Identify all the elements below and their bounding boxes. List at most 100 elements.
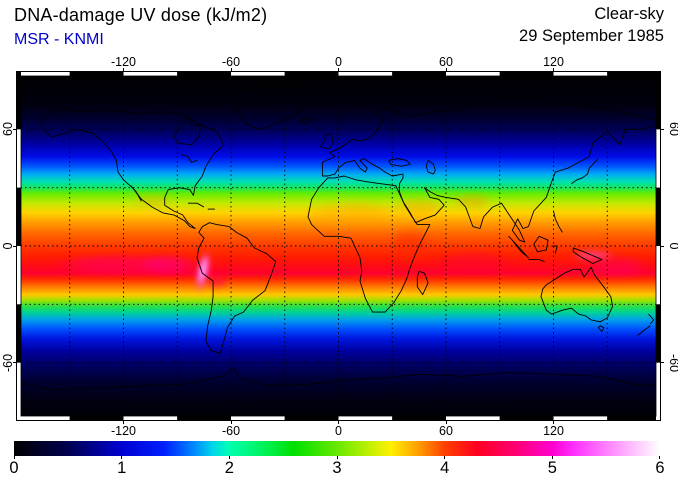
map-frame-segment bbox=[656, 304, 661, 363]
map-frame-segment bbox=[656, 71, 661, 130]
coastline bbox=[597, 325, 605, 333]
coastline bbox=[553, 210, 563, 233]
colorbar-tick bbox=[658, 456, 660, 459]
coastline bbox=[230, 84, 305, 130]
colorbar-tick-label: 0 bbox=[9, 459, 19, 477]
uv-anomaly-pacific-magenta-band bbox=[29, 249, 210, 278]
lon-axis-tick bbox=[338, 421, 339, 424]
lon-axis-tick bbox=[445, 421, 447, 424]
map-frame-segment bbox=[16, 416, 70, 421]
coastline bbox=[637, 325, 651, 336]
map-frame-segment bbox=[446, 71, 500, 76]
map-frame-segment bbox=[392, 71, 446, 76]
map-frame-segment bbox=[16, 246, 21, 305]
map-frame-segment bbox=[446, 416, 500, 421]
sky-condition-label: Clear-sky bbox=[594, 5, 664, 23]
colorbar-tick-label: 2 bbox=[224, 459, 234, 477]
lon-axis-tick bbox=[123, 421, 124, 424]
map-frame-segment bbox=[16, 304, 21, 363]
map-frame-segment bbox=[656, 129, 661, 188]
right-latitude-axis: 60 0 -60 bbox=[661, 71, 678, 421]
colorbar-tick bbox=[336, 456, 338, 459]
lat-axis-tick bbox=[661, 245, 664, 247]
colorbar-tick bbox=[551, 456, 553, 459]
lon-tick-label: -60 bbox=[221, 424, 241, 438]
coastline bbox=[298, 117, 314, 124]
colorbar-tick bbox=[228, 456, 230, 459]
colorbar-tick bbox=[444, 456, 446, 459]
map-frame-segment bbox=[338, 71, 393, 76]
lon-axis-tick bbox=[445, 68, 447, 71]
lon-tick-label: 0 bbox=[335, 424, 342, 438]
lat-axis-tick bbox=[661, 128, 664, 130]
colorbar-tick-label: 5 bbox=[547, 459, 557, 477]
uv-anomaly-altiplano-blob bbox=[201, 271, 232, 291]
lon-tick-label: 60 bbox=[439, 424, 453, 438]
lon-axis-tick bbox=[338, 68, 339, 71]
colorbar-tick bbox=[14, 456, 15, 459]
coastline bbox=[425, 159, 436, 175]
map-frame-segment bbox=[16, 71, 70, 76]
colorbar-tick-label: 6 bbox=[655, 459, 665, 477]
map-frame-segment bbox=[284, 416, 339, 421]
coastline bbox=[551, 245, 558, 254]
lon-axis-tick bbox=[553, 421, 554, 424]
colorbar-scale: 0 1 2 3 4 5 6 bbox=[9, 457, 664, 479]
lon-tick-label: -120 bbox=[110, 55, 137, 69]
map-frame-outline bbox=[16, 71, 661, 421]
map-frame-segment bbox=[177, 416, 231, 421]
coastline bbox=[528, 259, 545, 263]
map-frame-segment bbox=[69, 416, 124, 421]
lat-axis-tick bbox=[13, 245, 16, 247]
uv-anomaly-sahara-bump bbox=[287, 195, 418, 230]
map-frame-segment bbox=[607, 71, 661, 76]
coastline bbox=[388, 158, 411, 167]
coastline bbox=[508, 235, 529, 259]
coastline bbox=[40, 107, 225, 229]
map-frame-segment bbox=[553, 416, 608, 421]
lon-axis-tick bbox=[230, 421, 232, 424]
map-frame-inner-line bbox=[20, 75, 657, 417]
coastline bbox=[180, 154, 198, 163]
uv-anomaly-india-bump bbox=[443, 191, 499, 212]
map-frame-segment bbox=[16, 129, 21, 188]
coastline bbox=[540, 266, 614, 323]
lon-tick-label: -120 bbox=[110, 424, 137, 438]
uv-anomaly-mexico-bump bbox=[126, 192, 182, 211]
coastline bbox=[572, 247, 603, 264]
map-frame-segment bbox=[123, 416, 178, 421]
coastline bbox=[416, 270, 429, 296]
coastline bbox=[16, 368, 661, 391]
lat-tick-label: -60 bbox=[667, 353, 678, 372]
world-map bbox=[16, 71, 661, 421]
map-frame-segment bbox=[284, 71, 339, 76]
uv-anomaly-west-pacific-band bbox=[573, 251, 659, 284]
coastline bbox=[188, 202, 205, 208]
bottom-longitude-axis: -120 -60 0 60 120 bbox=[16, 421, 661, 441]
coastline bbox=[321, 95, 658, 243]
left-latitude-axis: 60 0 -60 bbox=[0, 71, 16, 421]
map-overlay-svg bbox=[16, 71, 661, 421]
lon-tick-label: 0 bbox=[335, 55, 342, 69]
top-longitude-axis: -120 -60 0 60 120 bbox=[16, 55, 661, 71]
map-frame-segment bbox=[656, 246, 661, 305]
lon-axis-tick bbox=[123, 68, 124, 71]
colorbar-tick bbox=[121, 456, 123, 459]
map-frame-segment bbox=[16, 71, 21, 130]
lat-tick-label: 60 bbox=[667, 122, 678, 137]
map-frame-segment bbox=[499, 416, 554, 421]
colorbar bbox=[14, 441, 660, 459]
map-frame-segment bbox=[607, 416, 661, 421]
coastline bbox=[648, 313, 655, 325]
coastline bbox=[173, 117, 201, 146]
map-frame-segment bbox=[16, 187, 21, 246]
lon-tick-label: 120 bbox=[543, 55, 564, 69]
coastline bbox=[533, 235, 549, 253]
map-frame-segment bbox=[16, 362, 21, 421]
coastline bbox=[307, 175, 431, 313]
figure-date: 29 September 1985 bbox=[519, 27, 664, 45]
lon-tick-label: 60 bbox=[439, 55, 453, 69]
map-frame-segment bbox=[231, 416, 285, 421]
map-frame-segment bbox=[177, 71, 231, 76]
